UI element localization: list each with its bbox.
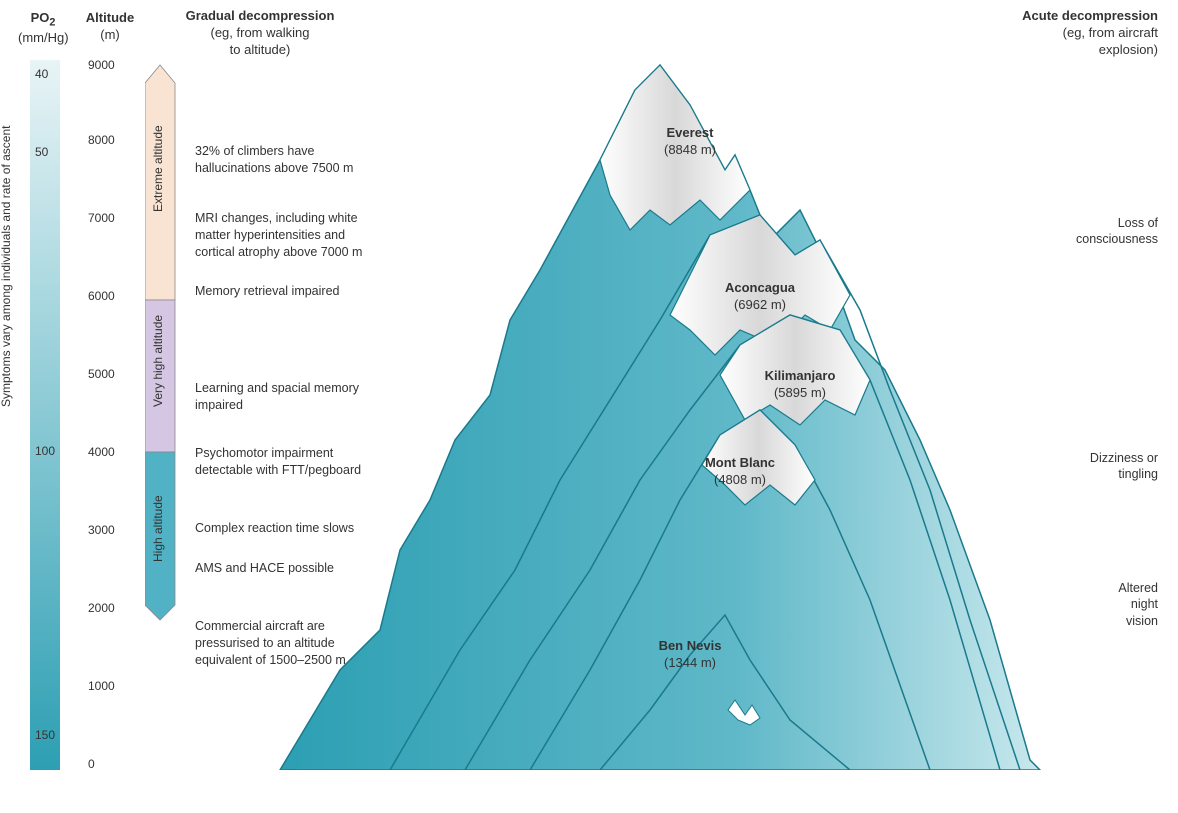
mountain-illustration xyxy=(230,60,1060,770)
altitude-tick: 6000 xyxy=(88,289,115,303)
altitude-tick: 0 xyxy=(88,757,95,771)
gradual-header: Gradual decompression (eg, from walking … xyxy=(180,8,340,59)
po2-tick: 50 xyxy=(35,145,48,159)
po2-tick: 40 xyxy=(35,67,48,81)
altitude-tick: 9000 xyxy=(88,58,115,72)
infographic-container: Symptoms vary among individuals and rate… xyxy=(0,0,1178,813)
altitude-tick: 2000 xyxy=(88,601,115,615)
extreme-zone-label: Extreme altitude xyxy=(151,162,165,212)
peak-label: Kilimanjaro(5895 m) xyxy=(765,368,836,402)
high-zone-label: High altitude xyxy=(151,512,165,562)
altitude-tick: 1000 xyxy=(88,679,115,693)
altitude-tick: 3000 xyxy=(88,523,115,537)
altitude-header: Altitude (m) xyxy=(80,10,140,44)
altitude-tick: 8000 xyxy=(88,133,115,147)
acute-symptom: Dizziness or tingling xyxy=(1048,450,1158,483)
peak-label: Everest(8848 m) xyxy=(664,125,716,159)
vertical-note: Symptoms vary among individuals and rate… xyxy=(0,126,13,407)
acute-symptom: Loss of consciousness xyxy=(1048,215,1158,248)
altitude-tick: 5000 xyxy=(88,367,115,381)
altitude-tick: 7000 xyxy=(88,211,115,225)
po2-header: PO2 (mm/Hg) xyxy=(18,10,68,47)
veryhigh-zone-label: Very high altitude xyxy=(151,357,165,407)
po2-tick: 100 xyxy=(35,444,55,458)
po2-tick: 150 xyxy=(35,728,55,742)
altitude-tick: 4000 xyxy=(88,445,115,459)
po2-gradient-bar xyxy=(30,60,60,770)
peak-label: Aconcagua(6962 m) xyxy=(725,280,795,314)
peak-label: Mont Blanc(4808 m) xyxy=(705,455,775,489)
acute-header: Acute decompression (eg, from aircraft e… xyxy=(1008,8,1158,59)
peak-label: Ben Nevis(1344 m) xyxy=(659,638,722,672)
acute-symptom: Altered night vision xyxy=(1048,580,1158,629)
